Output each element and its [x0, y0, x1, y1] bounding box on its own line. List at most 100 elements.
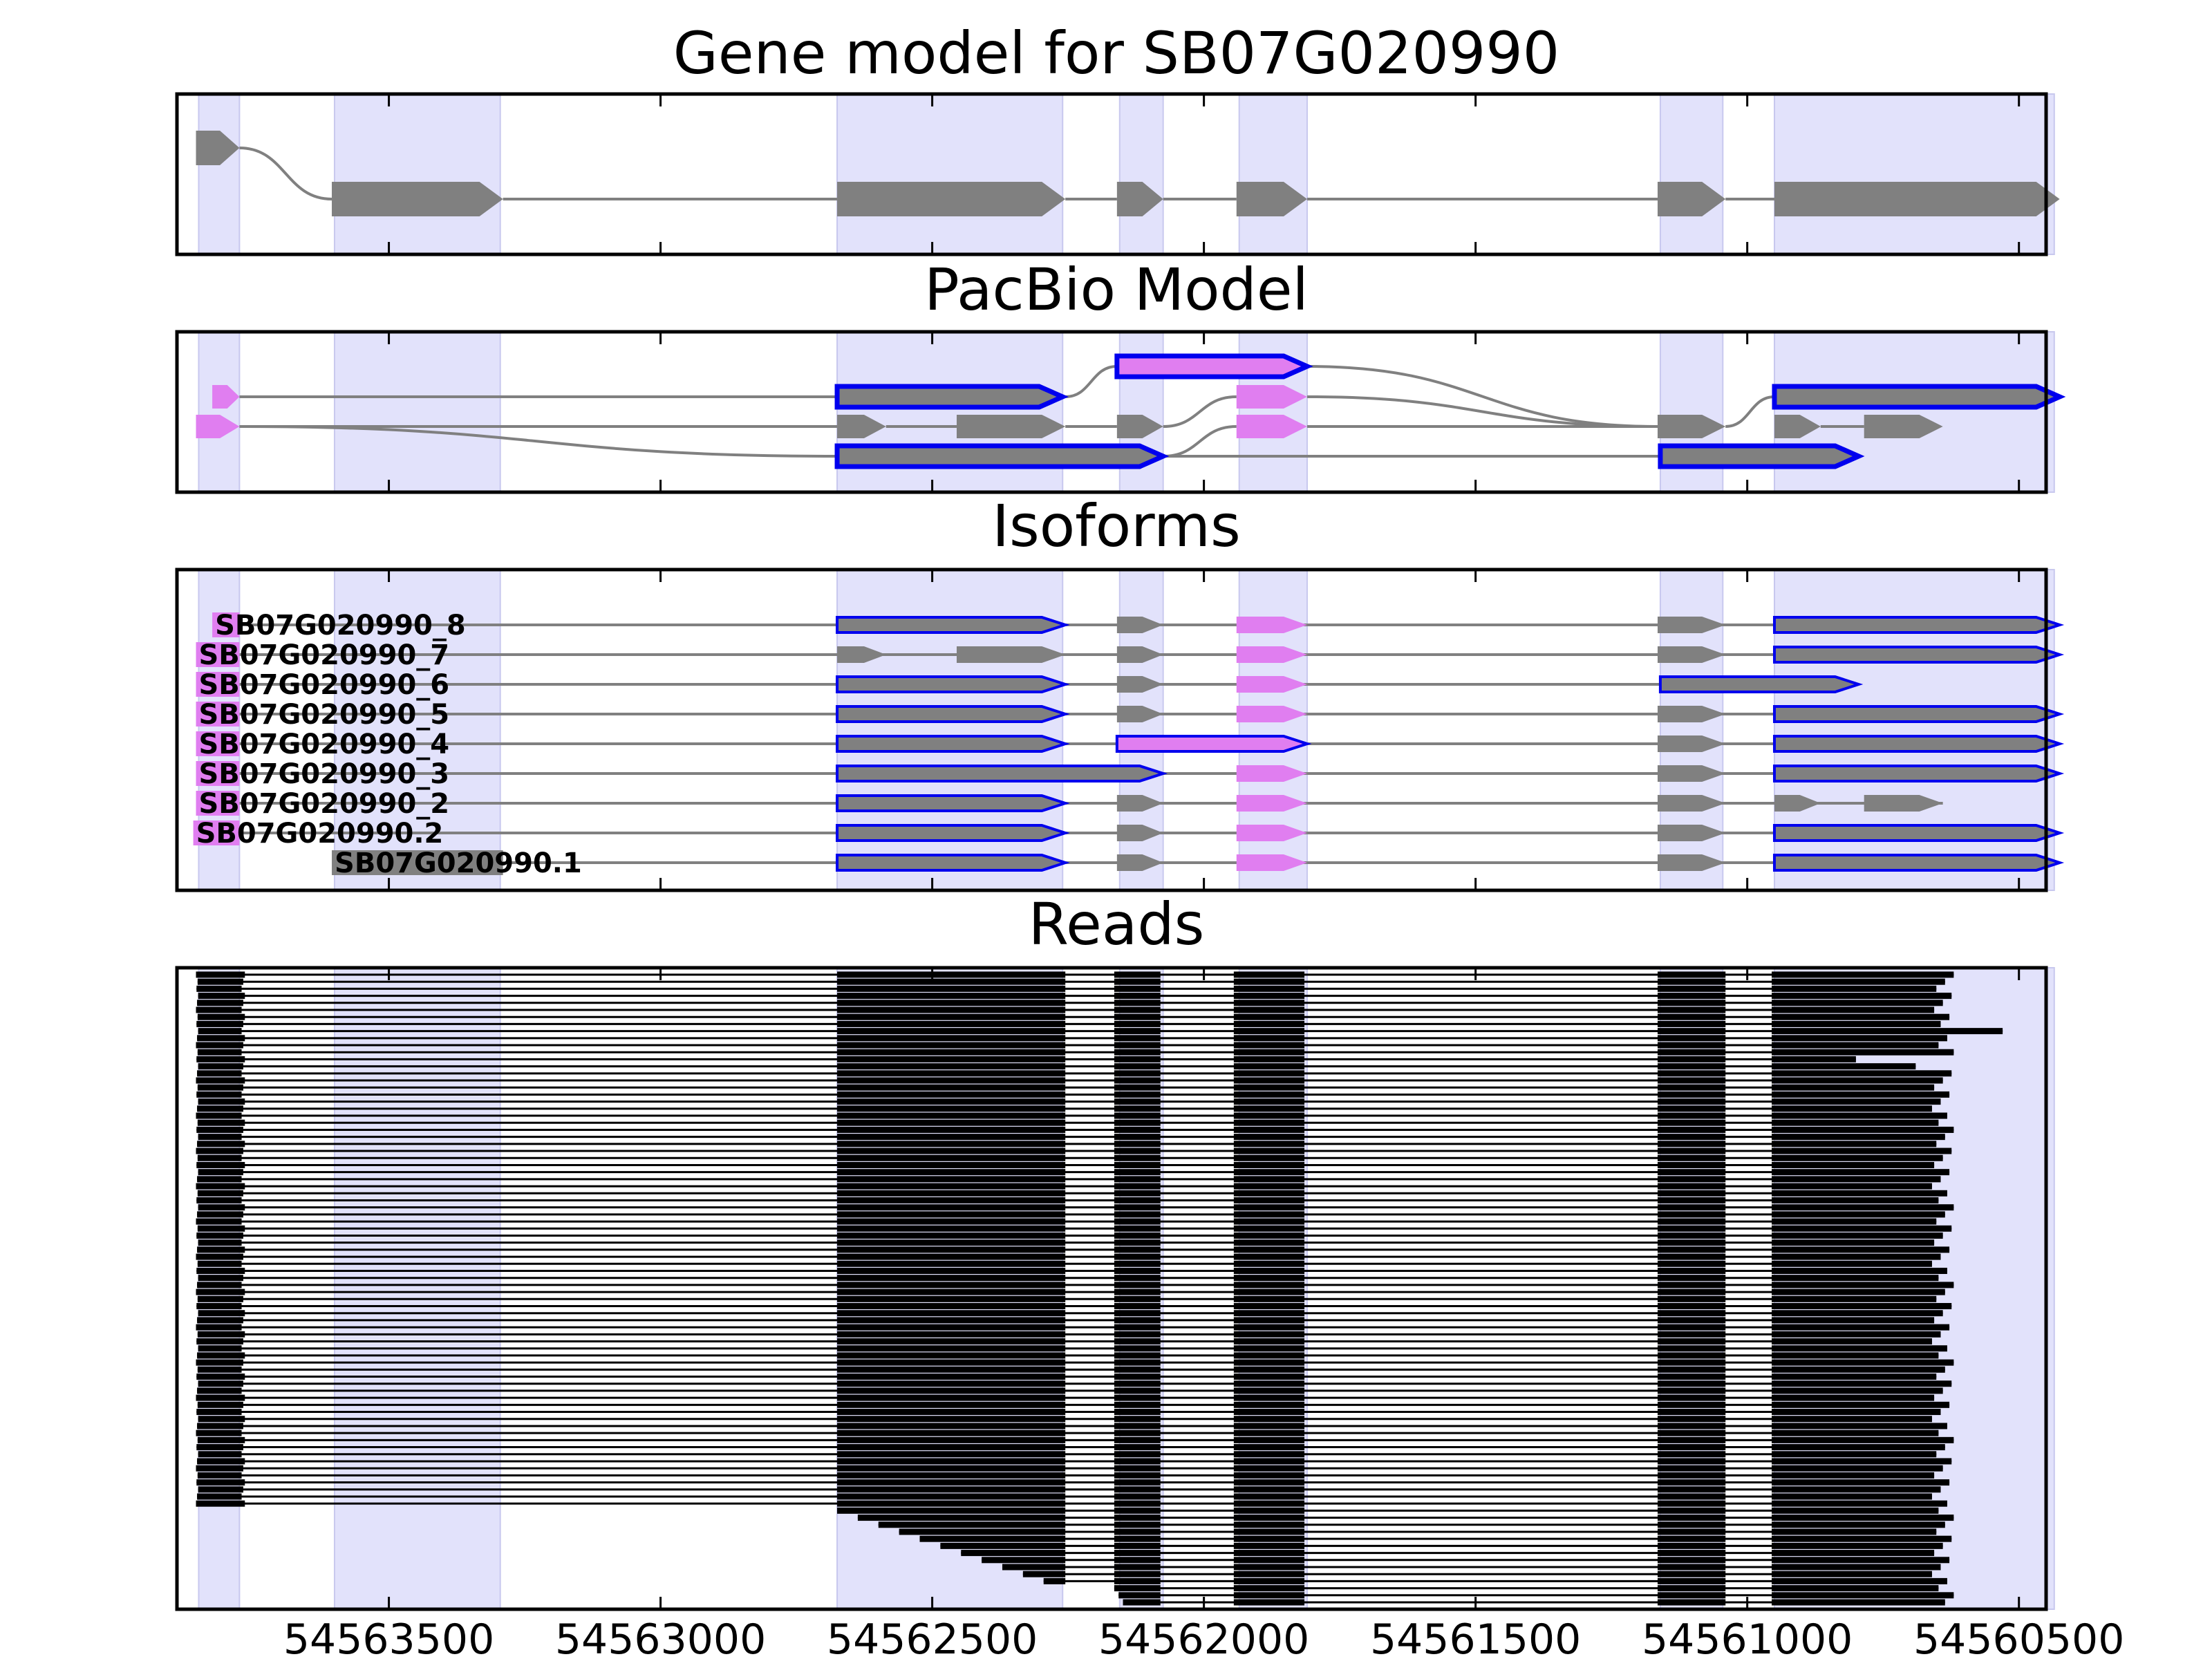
- read-block: [837, 1331, 1066, 1338]
- isoform-first-exon: [196, 731, 240, 756]
- isoform-exon: [1772, 854, 2065, 872]
- read-block: [1233, 1225, 1305, 1232]
- pacbio-exon: [1114, 353, 1313, 379]
- read-block: [1772, 1401, 1950, 1408]
- read-block: [1114, 1091, 1161, 1098]
- read-block: [1657, 1169, 1726, 1176]
- read-block: [1114, 1282, 1161, 1288]
- read-block: [1114, 1260, 1161, 1267]
- read-block: [197, 978, 243, 985]
- read-block: [1772, 1119, 1939, 1126]
- gene-exon: [1657, 182, 1726, 216]
- read-block: [197, 1105, 243, 1112]
- read-block: [1233, 1006, 1305, 1013]
- read-block: [196, 1288, 245, 1295]
- read-block: [837, 1197, 1066, 1203]
- read-block: [1657, 1070, 1726, 1077]
- isoform-exon: [1657, 825, 1726, 841]
- read-block: [837, 1409, 1066, 1416]
- pacbio-exon: [1657, 415, 1726, 438]
- read-block: [1114, 1479, 1161, 1486]
- read-block: [1233, 1190, 1305, 1197]
- read-block: [837, 1288, 1066, 1295]
- read-block: [837, 1324, 1066, 1331]
- read-block: [1233, 1134, 1305, 1141]
- read-block: [1657, 971, 1726, 978]
- read-block: [1233, 1451, 1305, 1458]
- read-block: [1772, 1387, 1943, 1394]
- read-block: [1772, 1324, 1950, 1331]
- read-block: [1772, 978, 1945, 985]
- read-block: [1233, 1098, 1305, 1105]
- read-block: [837, 1401, 1066, 1408]
- shaded-exon-region: [1659, 93, 1724, 255]
- read-block: [1772, 1535, 1952, 1542]
- read-block: [196, 1126, 243, 1133]
- read-block: [198, 1239, 242, 1246]
- read-block: [1772, 1416, 1932, 1423]
- read-block: [961, 1550, 1066, 1557]
- isoforms-panel: SB07G020990_8SB07G020990_7SB07G020990_6S…: [175, 568, 2065, 892]
- read-block: [1657, 1507, 1726, 1514]
- read-block: [1772, 985, 1937, 992]
- read-block: [837, 1154, 1066, 1161]
- read-block: [1233, 1126, 1305, 1133]
- read-block: [1114, 1345, 1161, 1352]
- read-block: [1233, 1359, 1305, 1366]
- read-block: [196, 1324, 242, 1331]
- pacbio-exon: [1236, 415, 1307, 438]
- read-block: [196, 1500, 245, 1507]
- read-block: [1114, 1444, 1161, 1451]
- read-block: [1233, 1204, 1305, 1211]
- read-block: [1657, 1359, 1726, 1366]
- read-block: [1114, 1366, 1161, 1373]
- read-block: [1657, 1197, 1726, 1203]
- isoform-first-exon: [196, 791, 240, 816]
- read-block: [1114, 1084, 1161, 1091]
- read-block: [1114, 1401, 1161, 1408]
- read-block: [1233, 1486, 1305, 1493]
- read-block: [1657, 1134, 1726, 1141]
- read-block: [198, 1063, 243, 1070]
- read-block: [1772, 1486, 1941, 1493]
- read-block: [1772, 1409, 1941, 1416]
- read-block: [1772, 1169, 1950, 1176]
- read-block: [1233, 1084, 1305, 1091]
- read-block: [1657, 1401, 1726, 1408]
- read-block: [1772, 1112, 1947, 1119]
- read-block: [1114, 1190, 1161, 1197]
- isoform-exon: [1772, 824, 2065, 842]
- read-block: [1657, 1500, 1726, 1507]
- read-block: [197, 1013, 245, 1020]
- read-block: [1657, 1409, 1726, 1416]
- read-block: [837, 1225, 1066, 1232]
- read-block: [1772, 1183, 1932, 1190]
- read-block: [1233, 1169, 1305, 1176]
- read-block: [196, 1394, 245, 1401]
- read-block: [837, 1161, 1066, 1168]
- read-block: [1233, 1020, 1305, 1027]
- intron-line: [1306, 365, 1658, 428]
- read-block: [837, 1394, 1066, 1401]
- read-block: [1233, 993, 1305, 1000]
- read-block: [837, 1091, 1066, 1098]
- read-block: [837, 985, 1066, 992]
- read-block: [1233, 1521, 1305, 1528]
- read-block: [1233, 1211, 1305, 1218]
- isoform-exon: [1657, 765, 1726, 782]
- read-block: [1233, 1035, 1305, 1042]
- read-block: [1772, 1176, 1941, 1183]
- read-block: [1114, 1105, 1161, 1112]
- read-block: [1233, 1366, 1305, 1373]
- read-block: [1114, 1253, 1161, 1260]
- read-block: [837, 1275, 1066, 1282]
- read-block: [1114, 1134, 1161, 1141]
- read-block: [1233, 1310, 1305, 1317]
- read-block: [1233, 1599, 1305, 1606]
- read-block: [1114, 1535, 1161, 1542]
- read-block: [837, 1035, 1066, 1042]
- read-block: [1233, 1154, 1305, 1161]
- read-block: [1233, 1380, 1305, 1387]
- isoform-exon: [1657, 617, 1726, 633]
- read-block: [919, 1535, 1066, 1542]
